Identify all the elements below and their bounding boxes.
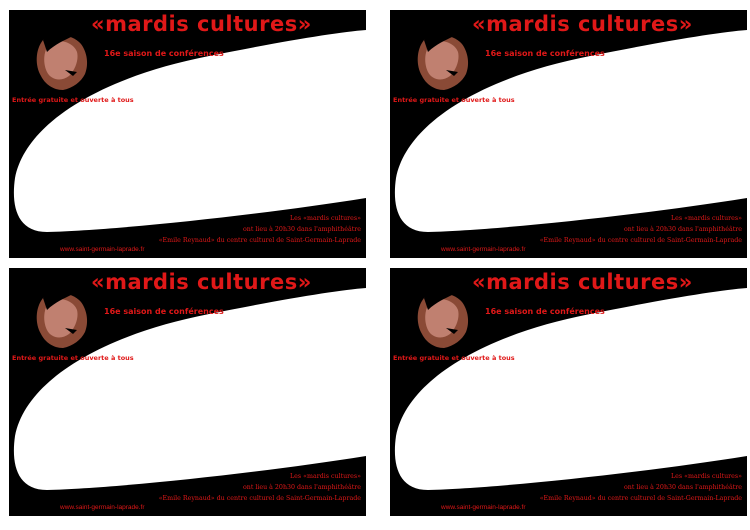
card-info-line: Les «mardis cultures» bbox=[670, 473, 742, 480]
card-subtitle: 16e saison de conférences bbox=[104, 49, 224, 58]
card-info-line: Les «mardis cultures» bbox=[289, 215, 361, 222]
flyer-card: «mardis cultures» 16e saison de conféren… bbox=[9, 268, 366, 516]
card-info-line: «Emile Reynaud» du centre culturel de Sa… bbox=[539, 237, 742, 244]
face-icon bbox=[417, 33, 469, 90]
face-icon bbox=[36, 33, 88, 90]
card-info-line: Les «mardis cultures» bbox=[289, 473, 361, 480]
white-panel bbox=[394, 268, 747, 490]
face-icon bbox=[417, 291, 469, 348]
card-entry-note: Entrée gratuite et ouverte à tous bbox=[393, 354, 515, 362]
card-info-line: «Emile Reynaud» du centre culturel de Sa… bbox=[158, 495, 361, 502]
card-title: «mardis cultures» bbox=[472, 12, 693, 36]
card-info-line: «Emile Reynaud» du centre culturel de Sa… bbox=[539, 495, 742, 502]
card-info-line: ont lieu à 20h30 dans l'amphithéâtre bbox=[623, 484, 742, 491]
card-info-line: ont lieu à 20h30 dans l'amphithéâtre bbox=[242, 484, 361, 491]
card-title: «mardis cultures» bbox=[472, 270, 693, 294]
card-entry-note: Entrée gratuite et ouverte à tous bbox=[12, 354, 134, 362]
face-icon bbox=[36, 291, 88, 348]
card-subtitle: 16e saison de conférences bbox=[485, 307, 605, 316]
card-subtitle: 16e saison de conférences bbox=[485, 49, 605, 58]
card-info: Les «mardis cultures» ont lieu à 20h30 d… bbox=[540, 213, 742, 246]
white-panel bbox=[394, 10, 747, 232]
card-website: www.saint-germain-laprade.fr bbox=[441, 246, 526, 253]
card-info: Les «mardis cultures» ont lieu à 20h30 d… bbox=[540, 471, 742, 504]
card-title: «mardis cultures» bbox=[91, 12, 312, 36]
flyer-card: «mardis cultures» 16e saison de conféren… bbox=[9, 10, 366, 258]
card-subtitle: 16e saison de conférences bbox=[104, 307, 224, 316]
card-info-line: «Emile Reynaud» du centre culturel de Sa… bbox=[158, 237, 361, 244]
card-entry-note: Entrée gratuite et ouverte à tous bbox=[393, 96, 515, 104]
white-panel bbox=[13, 10, 366, 232]
card-info: Les «mardis cultures» ont lieu à 20h30 d… bbox=[159, 213, 361, 246]
card-info: Les «mardis cultures» ont lieu à 20h30 d… bbox=[159, 471, 361, 504]
flyer-card: «mardis cultures» 16e saison de conféren… bbox=[390, 268, 747, 516]
card-info-line: Les «mardis cultures» bbox=[670, 215, 742, 222]
card-website: www.saint-germain-laprade.fr bbox=[60, 504, 145, 511]
card-website: www.saint-germain-laprade.fr bbox=[441, 504, 526, 511]
white-panel bbox=[13, 268, 366, 490]
flyer-card: «mardis cultures» 16e saison de conféren… bbox=[390, 10, 747, 258]
card-info-line: ont lieu à 20h30 dans l'amphithéâtre bbox=[623, 226, 742, 233]
card-entry-note: Entrée gratuite et ouverte à tous bbox=[12, 96, 134, 104]
card-title: «mardis cultures» bbox=[91, 270, 312, 294]
card-info-line: ont lieu à 20h30 dans l'amphithéâtre bbox=[242, 226, 361, 233]
card-website: www.saint-germain-laprade.fr bbox=[60, 246, 145, 253]
